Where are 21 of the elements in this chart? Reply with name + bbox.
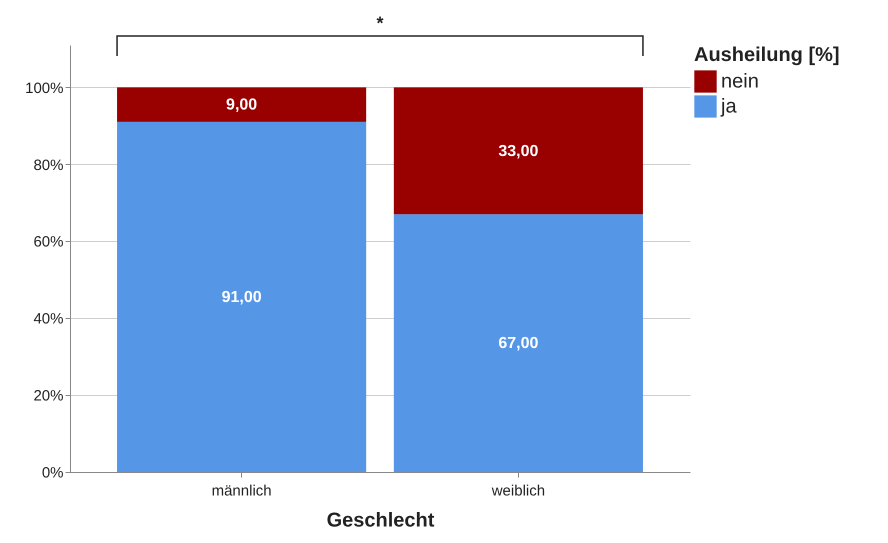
- bar: [117, 122, 366, 472]
- data-label: 9,00: [226, 96, 258, 114]
- y-tick-label: 20%: [33, 388, 64, 405]
- data-label: 33,00: [498, 142, 539, 160]
- y-tick-label: 100%: [25, 80, 64, 97]
- data-label: 67,00: [498, 335, 539, 352]
- y-tick-label: 60%: [33, 234, 64, 251]
- text: *: [376, 13, 384, 33]
- x-tick-label: weiblich: [490, 482, 546, 500]
- data-label: 91,00: [222, 288, 262, 306]
- y-tick-label: 40%: [33, 310, 64, 328]
- legend-title: Ausheilung [%]: [694, 44, 840, 66]
- bar: [394, 214, 643, 472]
- y-tick-label: 0%: [42, 464, 64, 482]
- legend-label: nein: [721, 70, 759, 92]
- legend-label: ja: [720, 96, 738, 118]
- bar: [117, 87, 366, 122]
- x-tick-label: männlich: [212, 482, 272, 500]
- bar: [394, 87, 643, 214]
- y-tick-label: 80%: [33, 156, 64, 174]
- x-axis-title: Geschlecht: [326, 510, 435, 532]
